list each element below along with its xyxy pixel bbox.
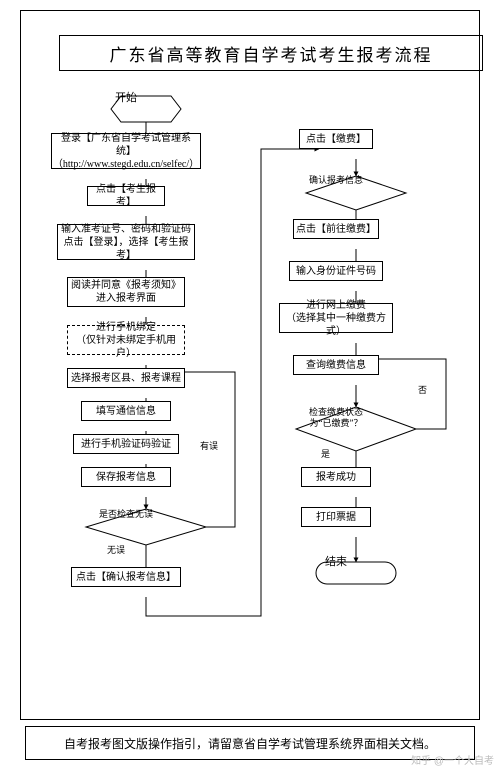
flowchart-frame: 广东省高等教育自学考试考生报考流程 开始登录【广东省自学考试管理系统】（http… [20,10,480,720]
node-login: 登录【广东省自学考试管理系统】（http://www.stegd.edu.cn/… [51,133,201,169]
node-text: 点击【考生报考】 [90,183,162,209]
node-text: 阅读并同意《报考须知》 [71,279,181,292]
node-print: 打印票据 [301,507,371,527]
node-text: 点击【缴费】 [306,133,366,146]
node-gopay: 点击【前往缴费】 [293,219,379,239]
node-text: 点击【登录】，选择【考生报考】 [60,236,192,262]
node-bind: 进行手机绑定（仅针对未绑定手机用户） [67,325,185,355]
node-online: 进行网上缴费（选择其中一种缴费方式） [279,303,393,333]
node-confPay: 确认报考信息 [294,175,378,186]
node-text: 保存报考信息 [96,471,156,484]
edge-label-checkNo: 无误 [106,543,126,556]
node-input1: 输入准考证号、密码和验证码点击【登录】，选择【考生报考】 [57,224,195,260]
watermark: 知乎 @一个大自考 [411,752,494,767]
node-click1: 点击【考生报考】 [87,186,165,206]
node-save: 保存报考信息 [81,467,171,487]
node-read: 阅读并同意《报考须知》进入报考界面 [67,277,185,307]
node-check: 是否检查无误 [74,509,178,520]
node-text: 填写通信信息 [96,405,156,418]
node-text: （仅针对未绑定手机用户） [70,334,182,360]
node-text: 输入身份证件号码 [296,265,376,278]
node-confirm: 点击【确认报考信息】 [71,567,181,587]
node-fill: 填写通信信息 [81,401,171,421]
node-text: （http://www.stegd.edu.cn/selfec/） [53,158,199,171]
node-success: 报考成功 [301,467,371,487]
node-text: 打印票据 [316,511,356,524]
node-text: 进行网上缴费 [306,299,366,312]
node-text: 进行手机验证码验证 [81,438,171,451]
node-idcard: 输入身份证件号码 [289,261,383,281]
page-title: 广东省高等教育自学考试考生报考流程 [59,35,483,71]
edge-label-checkErr: 有误 [199,439,219,452]
node-text: 查询缴费信息 [306,359,366,372]
node-pay: 点击【缴费】 [299,129,373,149]
node-text: 报考成功 [316,471,356,484]
footer-note: 自考报考图文版操作指引，请留意省自学考试管理系统界面相关文档。 [25,726,475,760]
node-text: 点击【确认报考信息】 [76,571,176,584]
node-query: 查询缴费信息 [293,355,379,375]
node-status: 检查缴费状态为“已缴费”？ [284,407,388,429]
edge-label-statusNo: 否 [417,383,428,396]
node-text: 进行手机绑定 [96,321,156,334]
node-text: 选择报考区县、报考课程 [71,372,181,385]
node-text: （选择其中一种缴费方式） [282,312,390,338]
node-start: 开始 [91,92,161,105]
node-verify: 进行手机验证码验证 [73,434,179,454]
edge-label-statusYes: 是 [320,447,331,460]
node-text: 点击【前往缴费】 [296,223,376,236]
node-end: 结束 [296,556,376,569]
node-text: 输入准考证号、密码和验证码 [61,223,191,236]
node-select: 选择报考区县、报考课程 [67,368,185,388]
node-text: 进入报考界面 [96,292,156,305]
node-text: 登录【广东省自学考试管理系统】 [54,132,198,158]
